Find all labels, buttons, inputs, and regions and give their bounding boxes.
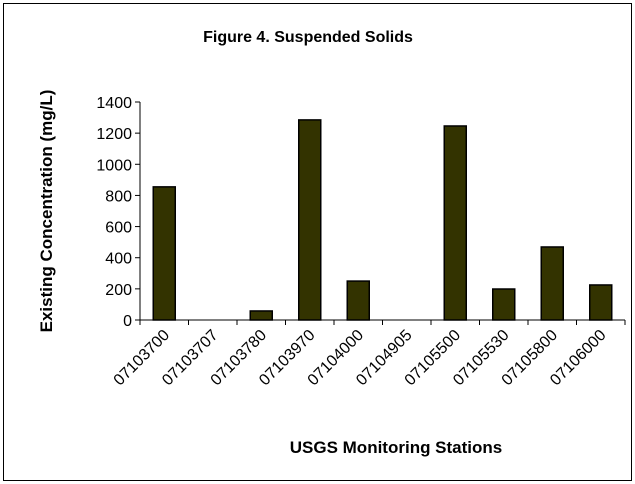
y-tick-label: 1400 xyxy=(96,95,132,112)
bar xyxy=(152,186,176,321)
y-tick-label: 800 xyxy=(105,188,132,205)
bar xyxy=(492,288,516,321)
y-tick-label: 600 xyxy=(105,220,132,237)
y-tick-label: 1200 xyxy=(96,126,132,143)
y-tick-label: 200 xyxy=(105,282,132,299)
bar xyxy=(540,246,564,321)
bar xyxy=(346,280,370,321)
chart-title: Figure 4. Suspended Solids xyxy=(203,29,413,46)
bar xyxy=(298,119,322,321)
bar xyxy=(443,125,467,321)
y-axis-label: Existing Concentration (mg/L) xyxy=(37,90,56,333)
y-tick-label: 1000 xyxy=(96,157,132,174)
bar xyxy=(249,310,273,321)
x-axis-label: USGS Monitoring Stations xyxy=(290,438,503,457)
y-tick-label: 0 xyxy=(123,313,132,330)
y-tick-label: 400 xyxy=(105,251,132,268)
bar xyxy=(589,284,613,321)
